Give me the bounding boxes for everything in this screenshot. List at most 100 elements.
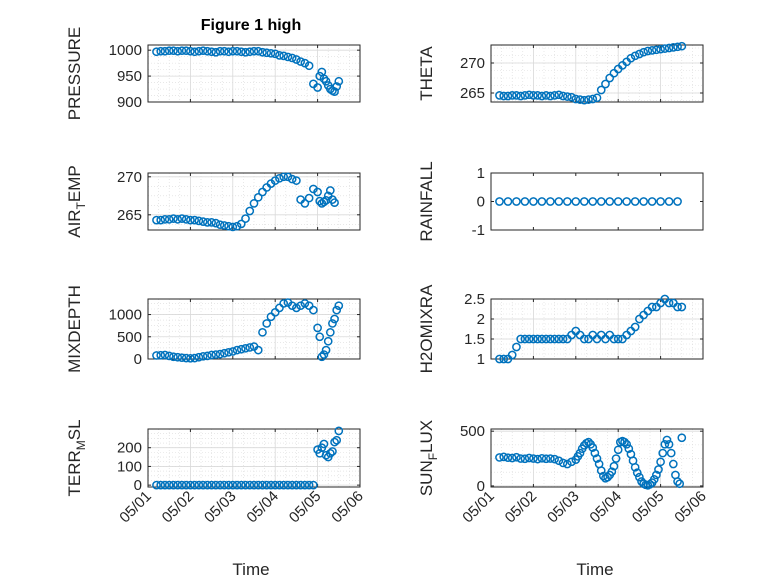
data-point xyxy=(328,319,337,328)
data-point xyxy=(647,302,657,312)
axes-box xyxy=(490,428,704,488)
data-point xyxy=(609,334,619,344)
data-point xyxy=(520,334,530,344)
data-point xyxy=(554,90,564,100)
data-point xyxy=(613,334,623,344)
x-axis-label-right: Time xyxy=(576,560,613,579)
data-point xyxy=(292,176,301,185)
data-point xyxy=(186,353,195,363)
data-point xyxy=(245,343,255,352)
y-tick-label: 500 xyxy=(117,329,142,346)
data-point xyxy=(287,174,297,184)
data-point xyxy=(186,46,195,56)
data-point xyxy=(215,46,225,56)
data-point xyxy=(507,453,517,463)
axes-box xyxy=(147,172,361,231)
data-point xyxy=(647,46,657,55)
x-tick-label: 05/03 xyxy=(201,488,240,527)
data-point xyxy=(300,299,310,308)
data-point xyxy=(249,46,259,56)
y-axis-label: MIXDEPTH xyxy=(65,285,84,373)
data-point xyxy=(279,51,289,61)
data-point xyxy=(164,480,174,490)
y-tick-label: -1 xyxy=(472,222,485,239)
data-point xyxy=(554,334,564,344)
data-point xyxy=(211,47,221,57)
data-point xyxy=(249,480,259,490)
data-point xyxy=(658,448,668,458)
data-point xyxy=(622,197,632,206)
data-point xyxy=(292,303,301,313)
data-point xyxy=(266,480,276,490)
data-point xyxy=(550,91,559,100)
data-point xyxy=(292,480,301,490)
data-point xyxy=(529,454,538,463)
data-point xyxy=(620,437,629,447)
data-point xyxy=(537,197,547,206)
data-point xyxy=(605,330,615,340)
data-point xyxy=(666,448,676,458)
data-point xyxy=(190,47,199,57)
data-point xyxy=(160,215,170,224)
data-point xyxy=(529,334,538,344)
data-point xyxy=(319,350,329,359)
data-point xyxy=(575,95,585,104)
data-point xyxy=(512,91,521,100)
data-point xyxy=(567,330,576,340)
data-point xyxy=(236,47,246,57)
data-point xyxy=(321,345,331,355)
data-point xyxy=(279,480,289,490)
subplot-pressure: 900 950 1000 PRESSURE xyxy=(65,27,361,120)
data-point xyxy=(232,345,242,355)
data-point xyxy=(554,456,564,466)
data-point xyxy=(258,327,267,337)
data-point xyxy=(177,353,187,363)
data-point xyxy=(562,92,572,101)
data-point xyxy=(296,301,305,311)
data-point xyxy=(296,57,305,66)
data-point xyxy=(313,187,322,197)
data-point xyxy=(328,447,337,456)
data-point xyxy=(181,46,191,56)
data-point xyxy=(309,480,318,490)
data-point xyxy=(524,453,534,463)
x-tick-label: 05/04 xyxy=(243,488,282,527)
data-point xyxy=(529,197,538,206)
data-point xyxy=(287,301,297,311)
data-point xyxy=(194,352,204,362)
axes-box xyxy=(147,44,361,103)
y-tick-label: 270 xyxy=(117,169,142,186)
data-point xyxy=(605,73,615,83)
data-point xyxy=(588,197,598,206)
data-point xyxy=(181,480,191,490)
axes-box xyxy=(147,428,361,488)
data-point xyxy=(203,46,212,56)
data-point xyxy=(516,91,526,101)
subplot-h2omixra: 1 1.5 2 2.5 H2OMIXRA xyxy=(417,284,704,373)
y-tick-label: 100 xyxy=(117,458,142,475)
data-point xyxy=(334,76,344,86)
data-point xyxy=(258,187,267,197)
data-point xyxy=(275,51,284,60)
data-point xyxy=(236,344,246,354)
data-point xyxy=(499,452,509,462)
data-point xyxy=(630,462,640,472)
data-point xyxy=(656,197,665,206)
data-point xyxy=(503,91,513,101)
data-point xyxy=(673,302,682,312)
data-point xyxy=(652,45,661,55)
x-tick-label: 05/02 xyxy=(502,488,541,527)
y-tick-label: 0 xyxy=(134,477,142,494)
data-point xyxy=(304,61,314,71)
data-point xyxy=(656,44,665,54)
data-point xyxy=(253,192,263,202)
data-point xyxy=(516,454,526,463)
data-point xyxy=(512,452,521,462)
data-point xyxy=(332,435,342,445)
data-point xyxy=(198,46,208,56)
data-point xyxy=(211,480,221,490)
data-point xyxy=(262,480,272,490)
x-tick-label: 05/03 xyxy=(544,488,583,527)
data-point xyxy=(241,214,250,223)
data-point xyxy=(516,334,526,344)
